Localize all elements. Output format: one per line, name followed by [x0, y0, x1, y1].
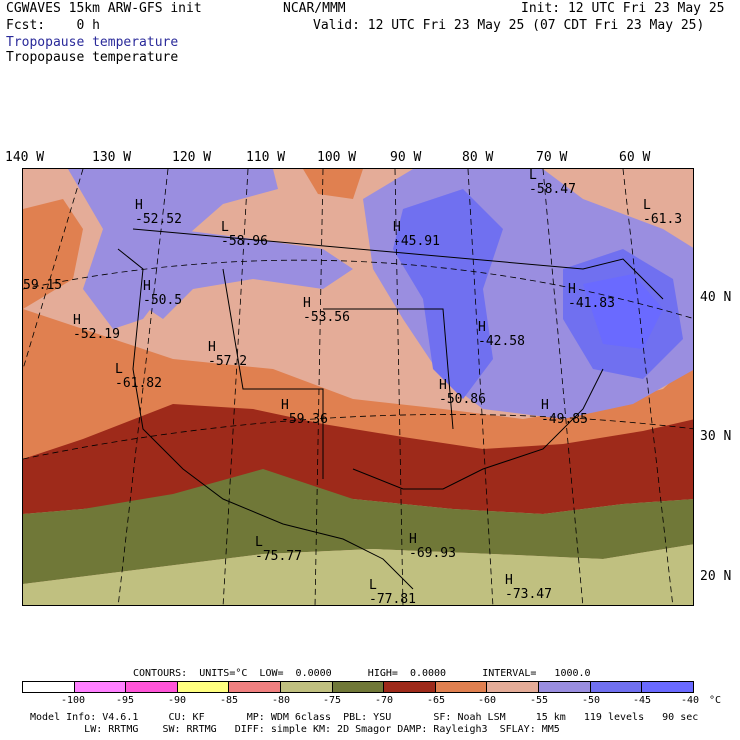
color-swatch [126, 682, 178, 692]
colorbar-units-label: °C [708, 695, 722, 706]
colorbar-tick-label: -75 [322, 695, 342, 706]
temperature-fill-khaki [23, 544, 693, 605]
model-info-line: Model Info: V4.6.1 CU: KF MP: WDM 6class… [30, 712, 699, 723]
extrema-label: L -61.3 [643, 198, 683, 227]
extrema-label: H -50.86 [439, 378, 486, 407]
extrema-label: H -41.83 [568, 282, 615, 311]
extrema-label: H -42.58 [478, 320, 525, 349]
org-label: NCAR/MMM [283, 1, 346, 16]
political-boundaries [117, 228, 664, 590]
model-physics-line: LW: RRTMG SW: RRTMG DIFF: simple KM: 2D … [30, 724, 560, 735]
lon-label: 120 W [172, 150, 212, 165]
lon-label: 70 W [536, 150, 568, 165]
field-title-primary: Tropopause temperature [6, 35, 179, 50]
lon-label: 90 W [390, 150, 422, 165]
lon-label: 110 W [246, 150, 286, 165]
extrema-label: H -52.52 [135, 198, 182, 227]
lon-label: 80 W [462, 150, 494, 165]
extrema-label: H -59.36 [281, 398, 328, 427]
colorbar-tick-label: -70 [374, 695, 394, 706]
field-title-secondary: Tropopause temperature [6, 50, 179, 65]
lon-label: 60 W [619, 150, 651, 165]
color-swatch [332, 682, 385, 692]
temperature-fill-olive [23, 469, 693, 584]
color-swatch [487, 682, 540, 692]
extrema-label: H -53.56 [303, 296, 350, 325]
colorbar-tick-label: -90 [167, 695, 187, 706]
colorbar-tick-label: -50 [581, 695, 601, 706]
lat-label: 30 N [700, 429, 732, 444]
colorbar-tick-label: -40 [680, 695, 700, 706]
temperature-fill-orange-north [303, 169, 363, 199]
temperature-fill-blue-core [583, 274, 663, 349]
extrema-label: L -58.47 [529, 168, 576, 197]
extrema-label: L -77.81 [369, 578, 416, 606]
extrema-label: H -57.2 [208, 340, 248, 369]
temperature-fill-blue-greatlakes [393, 189, 503, 399]
extrema-label: H -50.5 [143, 279, 183, 308]
model-title: CGWAVES 15km ARW-GFS init [6, 1, 202, 16]
colorbar-tick-label: -45 [632, 695, 652, 706]
extrema-label: H -73.47 [505, 573, 552, 602]
contours-info: CONTOURS: UNITS=°C LOW= 0.0000 HIGH= 0.0… [133, 668, 591, 679]
color-swatch [229, 682, 282, 692]
lat-label: 20 N [700, 569, 732, 584]
init-time: Init: 12 UTC Fri 23 May 25 [521, 1, 725, 16]
forecast-hour: Fcst: 0 h [6, 18, 100, 33]
color-swatch [435, 682, 488, 692]
colorbar-tick-label: -60 [477, 695, 497, 706]
temperature-fill-lavender-plains [133, 229, 353, 319]
colorbar-tick-label: -65 [426, 695, 446, 706]
tropopause-temperature-map: H -52.52 L -58.96 H -45.91 L -58.47 L -61.3 5… [22, 168, 694, 606]
lat-label: 40 N [700, 290, 732, 305]
color-scale-bar [22, 681, 694, 693]
extrema-label: H -52.19 [73, 313, 120, 342]
color-swatch [177, 682, 230, 692]
colorbar-tick-label: -100 [60, 695, 86, 706]
temperature-fill-orange-west [23, 199, 83, 309]
colorbar-tick-label: -95 [115, 695, 135, 706]
lon-label: 140 W [5, 150, 45, 165]
color-swatch [642, 682, 693, 692]
graticule [23, 169, 693, 605]
color-swatch [590, 682, 643, 692]
color-swatch [539, 682, 591, 692]
map-canvas [23, 169, 693, 605]
extrema-label: L -75.77 [255, 535, 302, 564]
color-swatch [23, 682, 75, 692]
colorbar-tick-label: -85 [219, 695, 239, 706]
extrema-label: 59.15 [23, 278, 63, 293]
extrema-label: H -45.91 [393, 220, 440, 249]
color-swatch [384, 682, 436, 692]
color-swatch [74, 682, 127, 692]
colorbar-tick-label: -80 [271, 695, 291, 706]
valid-time: Valid: 12 UTC Fri 23 May 25 (07 CDT Fri … [313, 18, 705, 33]
extrema-label: L -58.96 [221, 220, 268, 249]
color-swatch [281, 682, 333, 692]
colorbar-tick-label: -55 [529, 695, 549, 706]
temperature-fill-darkred [23, 404, 693, 514]
extrema-label: H -69.93 [409, 532, 456, 561]
extrema-label: H -49.85 [541, 398, 588, 427]
extrema-label: L -61.82 [115, 362, 162, 391]
lon-label: 130 W [92, 150, 132, 165]
lon-label: 100 W [317, 150, 357, 165]
